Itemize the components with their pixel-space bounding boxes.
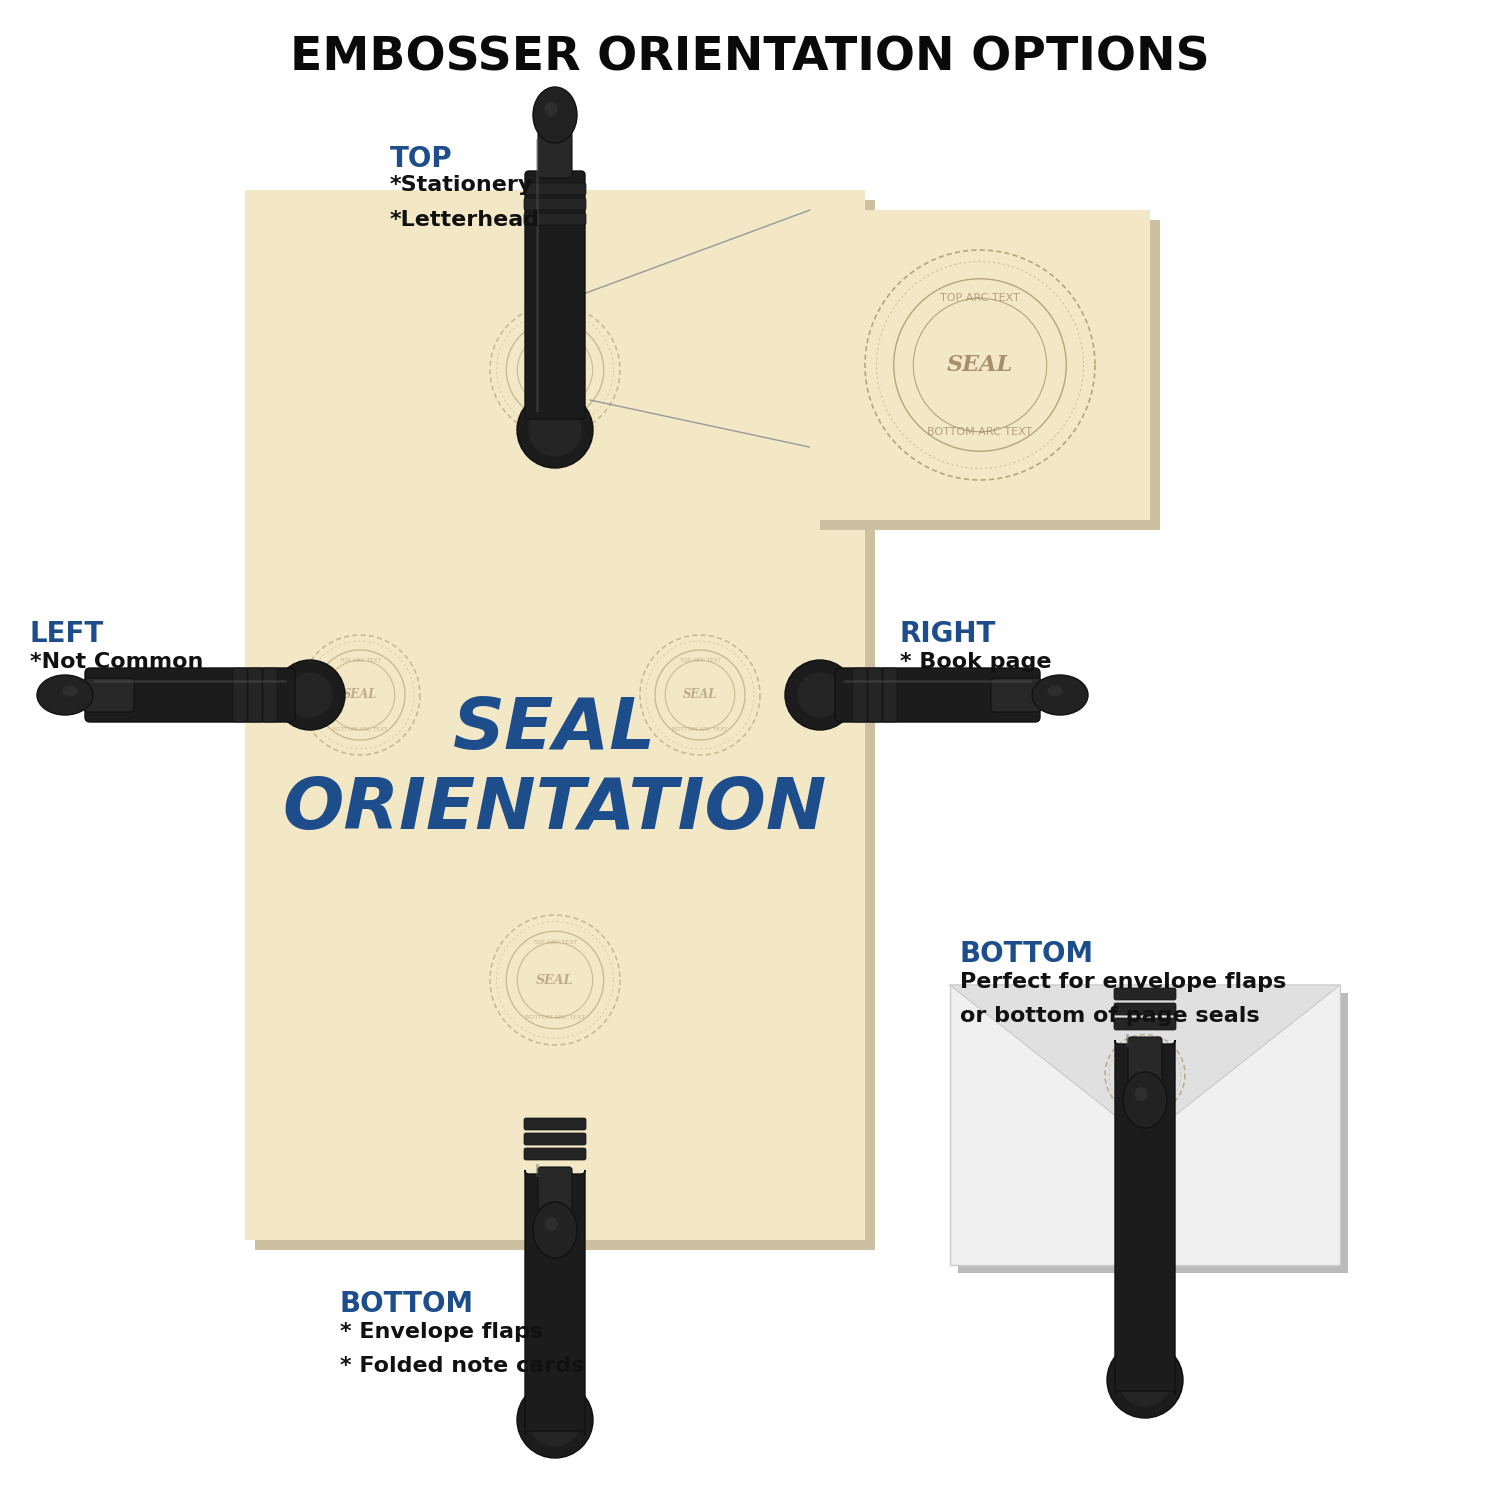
FancyBboxPatch shape xyxy=(248,668,262,722)
FancyBboxPatch shape xyxy=(538,1167,572,1214)
Ellipse shape xyxy=(532,1202,578,1258)
Text: SEAL: SEAL xyxy=(682,688,717,702)
Text: TOP ARC TEXT: TOP ARC TEXT xyxy=(532,330,578,334)
Circle shape xyxy=(784,660,855,730)
Text: * Folded note cards: * Folded note cards xyxy=(340,1356,585,1376)
Text: BOTTOM: BOTTOM xyxy=(960,940,1094,968)
FancyBboxPatch shape xyxy=(524,183,586,195)
Text: TOP ARC TEXT: TOP ARC TEXT xyxy=(1131,1050,1160,1053)
FancyBboxPatch shape xyxy=(1114,1004,1176,1016)
Circle shape xyxy=(528,404,582,456)
FancyBboxPatch shape xyxy=(232,668,248,722)
FancyBboxPatch shape xyxy=(525,171,585,419)
FancyBboxPatch shape xyxy=(255,200,874,1250)
Text: SEAL: SEAL xyxy=(453,696,657,765)
FancyBboxPatch shape xyxy=(868,668,882,722)
Text: BOTTOM: BOTTOM xyxy=(340,1290,474,1318)
Text: *Not Common: *Not Common xyxy=(30,652,204,672)
Text: BOTTOM ARC TEXT: BOTTOM ARC TEXT xyxy=(333,728,387,732)
Ellipse shape xyxy=(532,87,578,142)
Text: *Letterhead: *Letterhead xyxy=(390,210,540,230)
Circle shape xyxy=(518,392,593,468)
Circle shape xyxy=(528,1394,582,1446)
Text: BOTTOM ARC TEXT: BOTTOM ARC TEXT xyxy=(927,426,1032,436)
FancyBboxPatch shape xyxy=(950,986,1340,1264)
Ellipse shape xyxy=(1032,675,1088,716)
Text: ORIENTATION: ORIENTATION xyxy=(284,776,827,844)
FancyBboxPatch shape xyxy=(1114,1019,1176,1031)
FancyBboxPatch shape xyxy=(262,668,278,722)
Text: TOP ARC TEXT: TOP ARC TEXT xyxy=(940,294,1020,303)
Circle shape xyxy=(1119,1353,1172,1407)
FancyBboxPatch shape xyxy=(524,1132,586,1144)
Text: or bottom of page seals: or bottom of page seals xyxy=(960,1007,1260,1026)
FancyBboxPatch shape xyxy=(992,678,1041,712)
FancyBboxPatch shape xyxy=(853,668,867,722)
FancyBboxPatch shape xyxy=(958,993,1348,1274)
FancyBboxPatch shape xyxy=(884,668,897,722)
FancyBboxPatch shape xyxy=(244,190,865,1240)
FancyBboxPatch shape xyxy=(84,678,134,712)
Text: BOTTOM ARC TEXT: BOTTOM ARC TEXT xyxy=(1125,1096,1164,1100)
Ellipse shape xyxy=(38,675,93,716)
FancyBboxPatch shape xyxy=(524,213,586,225)
Text: SEAL: SEAL xyxy=(537,363,573,376)
FancyBboxPatch shape xyxy=(1128,1036,1162,1083)
FancyBboxPatch shape xyxy=(524,1118,586,1130)
Circle shape xyxy=(288,672,333,718)
Ellipse shape xyxy=(1134,1088,1148,1101)
Circle shape xyxy=(518,1382,593,1458)
Text: TOP ARC TEXT: TOP ARC TEXT xyxy=(339,657,381,663)
FancyBboxPatch shape xyxy=(86,668,296,722)
Text: Perfect for envelope flaps: Perfect for envelope flaps xyxy=(960,972,1286,992)
Circle shape xyxy=(274,660,345,730)
FancyBboxPatch shape xyxy=(1114,1040,1174,1395)
Text: EMBOSSER ORIENTATION OPTIONS: EMBOSSER ORIENTATION OPTIONS xyxy=(290,36,1210,81)
Ellipse shape xyxy=(63,686,78,696)
FancyBboxPatch shape xyxy=(836,668,1040,722)
Text: *Stationery: *Stationery xyxy=(390,176,534,195)
Text: LEFT: LEFT xyxy=(30,620,104,648)
Text: TOP ARC TEXT: TOP ARC TEXT xyxy=(532,940,578,945)
Text: BOTTOM ARC TEXT: BOTTOM ARC TEXT xyxy=(525,405,585,410)
Text: TOP: TOP xyxy=(390,146,453,172)
FancyBboxPatch shape xyxy=(538,132,572,178)
FancyBboxPatch shape xyxy=(1114,988,1176,1000)
Text: SEAL: SEAL xyxy=(344,688,376,702)
Circle shape xyxy=(1107,1342,1184,1418)
Ellipse shape xyxy=(1124,1072,1167,1128)
Text: * Book page: * Book page xyxy=(900,652,1052,672)
Text: BOTTOM ARC TEXT: BOTTOM ARC TEXT xyxy=(672,728,728,732)
Text: BOTTOM ARC TEXT: BOTTOM ARC TEXT xyxy=(525,1016,585,1020)
FancyBboxPatch shape xyxy=(525,1170,585,1436)
Text: SEAL: SEAL xyxy=(946,354,1012,376)
FancyBboxPatch shape xyxy=(524,198,586,210)
Text: RIGHT: RIGHT xyxy=(900,620,996,648)
FancyBboxPatch shape xyxy=(810,210,1150,520)
Ellipse shape xyxy=(544,102,558,116)
Text: TOP ARC TEXT: TOP ARC TEXT xyxy=(680,657,722,663)
Text: SEAL: SEAL xyxy=(1134,1071,1156,1078)
Ellipse shape xyxy=(1047,686,1062,696)
FancyBboxPatch shape xyxy=(821,220,1160,530)
Ellipse shape xyxy=(544,1216,558,1231)
Text: * Envelope flaps: * Envelope flaps xyxy=(340,1322,543,1342)
Polygon shape xyxy=(950,986,1340,1138)
Text: SEAL: SEAL xyxy=(537,974,573,987)
FancyBboxPatch shape xyxy=(524,1148,586,1160)
Circle shape xyxy=(798,672,843,718)
